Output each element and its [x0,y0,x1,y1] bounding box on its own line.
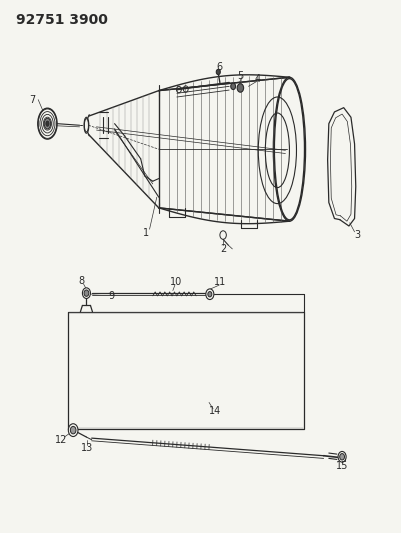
Circle shape [339,454,344,460]
Text: 10: 10 [170,278,182,287]
Text: 13: 13 [81,443,93,453]
Circle shape [207,292,211,297]
Text: 14: 14 [209,407,221,416]
Text: 6: 6 [215,62,222,71]
Ellipse shape [84,117,89,133]
Text: 7: 7 [29,95,35,104]
Circle shape [337,451,345,462]
Ellipse shape [273,77,305,221]
Circle shape [70,426,76,434]
Circle shape [230,83,235,90]
Circle shape [68,424,78,437]
Text: 5: 5 [237,71,243,80]
Text: 15: 15 [336,462,348,471]
Ellipse shape [38,108,57,139]
Circle shape [82,288,90,298]
Circle shape [205,289,213,300]
Circle shape [216,69,220,75]
Text: 11: 11 [214,278,226,287]
Text: 92751 3900: 92751 3900 [16,13,108,27]
Circle shape [237,84,243,92]
Text: 8: 8 [78,277,84,286]
Text: 9: 9 [108,291,115,301]
Text: 2: 2 [219,244,226,254]
Text: 12: 12 [55,435,67,445]
Text: 4: 4 [253,74,260,84]
Text: 3: 3 [353,230,359,239]
Text: 1: 1 [142,228,148,238]
Ellipse shape [46,121,49,126]
Ellipse shape [44,118,51,129]
Circle shape [84,290,89,296]
